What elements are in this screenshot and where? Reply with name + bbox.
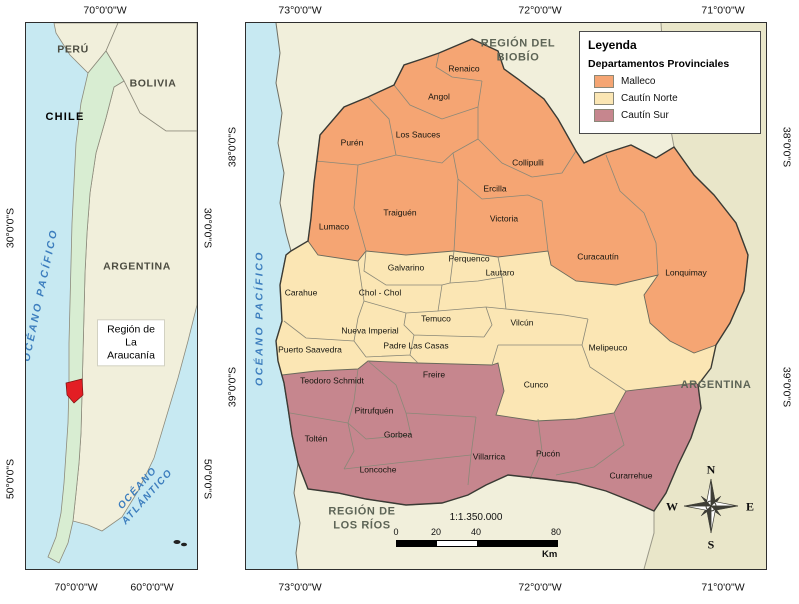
compass-rose-icon <box>683 478 739 534</box>
coordinate-label: 70°0'0"W <box>54 581 98 594</box>
coordinate-label: 71°0'0"W <box>701 581 745 594</box>
legend-swatch <box>594 75 614 88</box>
coordinate-label: 50°0'0"S <box>4 458 17 500</box>
coordinate-label: 70°0'0"W <box>83 4 127 17</box>
legend: Leyenda Departamentos Provinciales Malle… <box>579 31 761 134</box>
argentina-shape <box>644 23 766 569</box>
cautin-sur-commune-borders <box>289 360 625 486</box>
coordinate-label: 72°0'0"W <box>518 4 562 17</box>
legend-item: Cautín Norte <box>594 92 752 105</box>
coordinate-label: 38°0'0"S <box>780 126 793 168</box>
coordinate-label: 30°0'0"S <box>4 207 17 249</box>
legend-swatch <box>594 92 614 105</box>
left-inset-panel: PERÚ BOLIVIA CHILE ARGENTINA OCÉANO PACÍFICO… <box>25 22 198 570</box>
legend-item-label: Cautín Sur <box>621 110 669 121</box>
legend-item: Cautín Sur <box>594 109 752 122</box>
coordinate-label: 30°0'0"S <box>201 207 214 249</box>
right-main-panel: REGIÓN DEL BIOBÍO ARGENTINA REGIÓN DE LOS … <box>245 22 767 570</box>
chile-shape <box>47 50 125 564</box>
coordinate-label: 39°0'0"S <box>780 366 793 408</box>
coordinate-label: 72°0'0"W <box>518 581 562 594</box>
legend-item: Malleco <box>594 75 752 88</box>
island-shape <box>173 540 181 544</box>
legend-items: Malleco Cautín Norte Cautín Sur <box>588 75 752 122</box>
cautin-norte-commune-borders <box>283 250 627 392</box>
legend-title: Leyenda <box>588 38 637 52</box>
legend-subtitle: Departamentos Provinciales <box>588 58 730 70</box>
coordinate-label: 50°0'0"S <box>201 458 214 500</box>
coordinate-label: 73°0'0"W <box>278 581 322 594</box>
araucania-highlight-shape <box>65 378 84 404</box>
left-inset-map <box>26 23 197 569</box>
coordinate-label: 73°0'0"W <box>278 4 322 17</box>
legend-item-label: Cautín Norte <box>621 93 678 104</box>
island-shape <box>181 542 187 547</box>
coordinate-label: 38°0'0"S <box>226 126 239 168</box>
legend-swatch <box>594 109 614 122</box>
coordinate-label: 60°0'0"W <box>130 581 174 594</box>
araucania-region-outline <box>275 38 749 512</box>
legend-item-label: Malleco <box>621 76 656 87</box>
coordinate-label: 71°0'0"W <box>701 4 745 17</box>
coordinate-label: 39°0'0"S <box>226 366 239 408</box>
malleco-commune-borders <box>315 52 659 276</box>
